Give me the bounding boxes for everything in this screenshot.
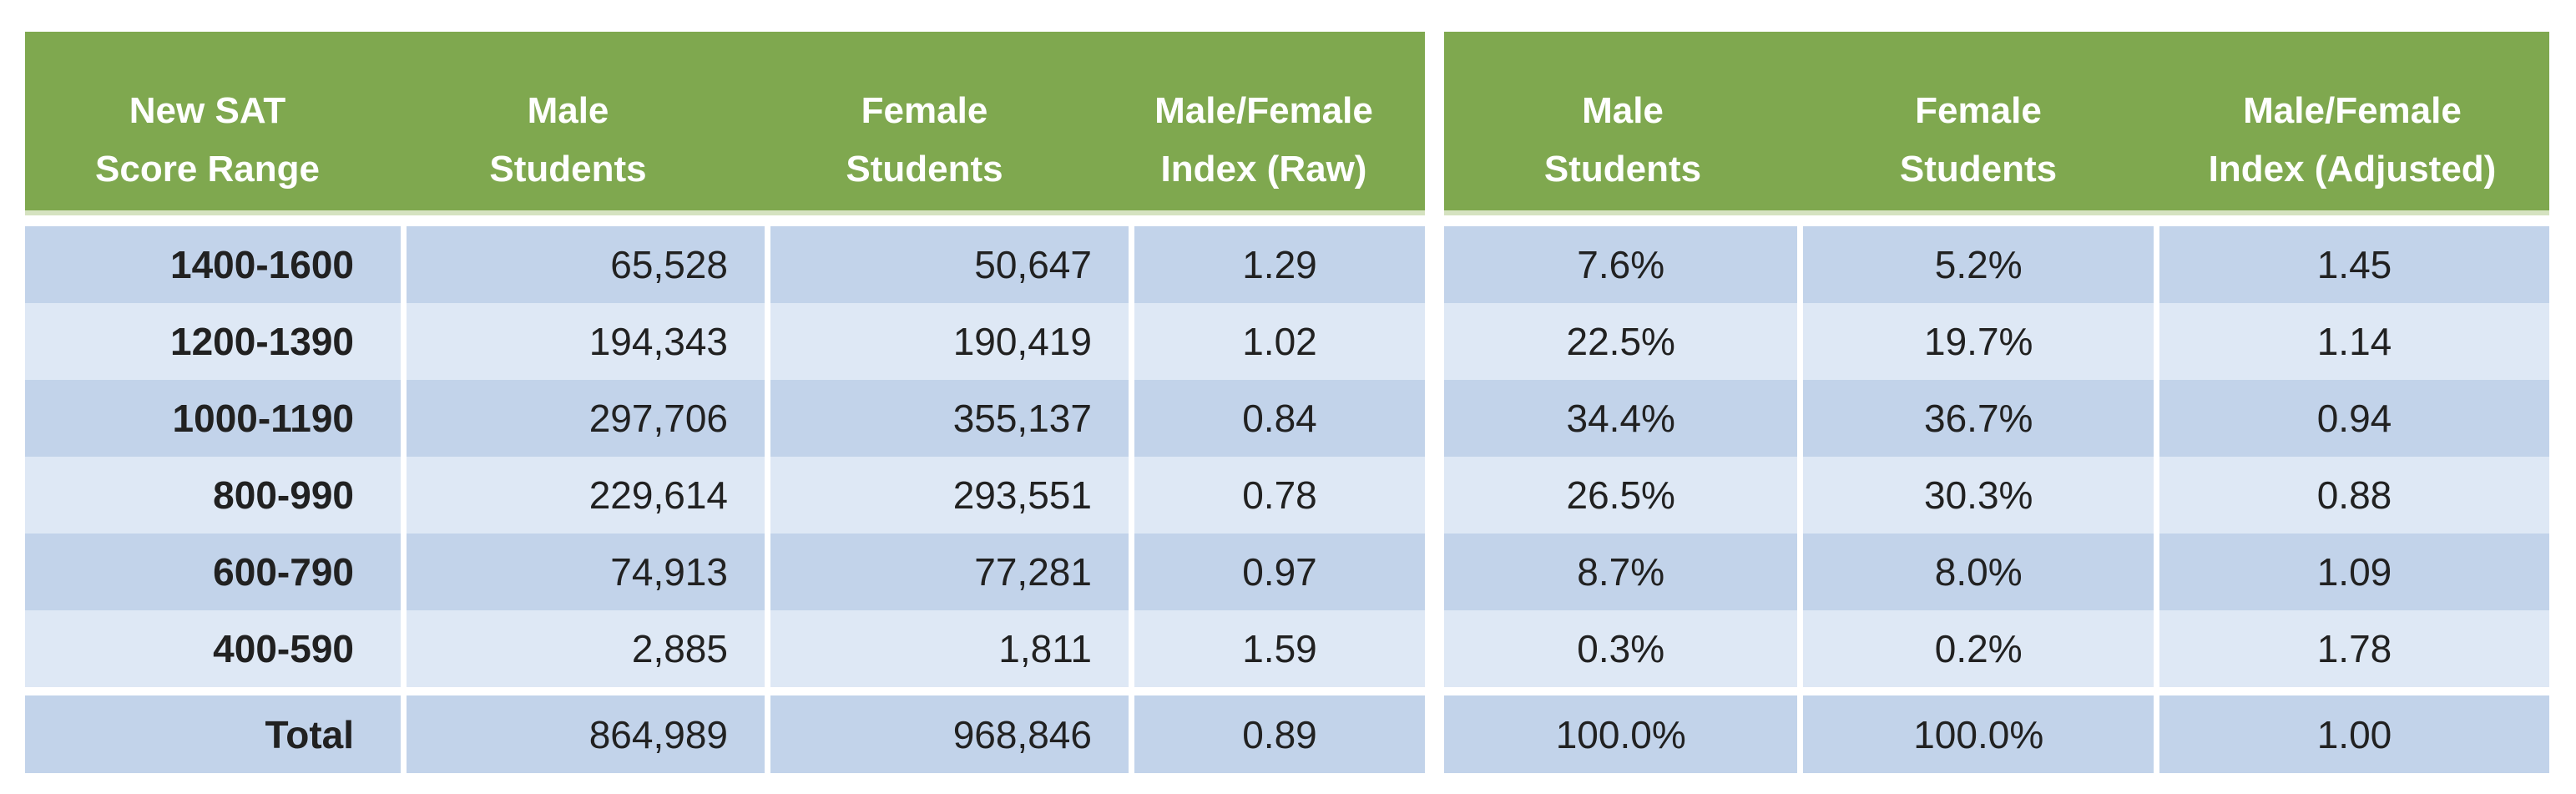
raw-counts-table-body: 1400-1600 65,528 50,647 1.29 1200-1390 1…	[25, 226, 1425, 773]
score-range-cell: 1400-1600	[25, 226, 401, 303]
male-pct-cell: 0.3%	[1444, 610, 1798, 687]
index-adjusted-cell: 1.14	[2159, 303, 2549, 380]
index-adjusted-cell: 1.09	[2159, 534, 2549, 610]
male-students-cell: 74,913	[407, 534, 765, 610]
table-row: 26.5% 30.3% 0.88	[1444, 457, 2549, 534]
index-adjusted-cell: 1.78	[2159, 610, 2549, 687]
table-row: 1200-1390 194,343 190,419 1.02	[25, 303, 1425, 380]
header-line: Female	[861, 90, 988, 131]
male-students-cell: 65,528	[407, 226, 765, 303]
header-line: Male/Female	[1154, 90, 1373, 131]
female-pct-cell: 36.7%	[1803, 380, 2154, 457]
male-students-cell: 194,343	[407, 303, 765, 380]
male-students-cell: 229,614	[407, 457, 765, 534]
index-adjusted-cell: 0.94	[2159, 380, 2549, 457]
female-students-cell: 293,551	[770, 457, 1129, 534]
table-row: 0.3% 0.2% 1.78	[1444, 610, 2549, 687]
table-row: 400-590 2,885 1,811 1.59	[25, 610, 1425, 687]
header-female-students: Female Students	[746, 32, 1103, 210]
header-female-students-pct: Female Students	[1801, 32, 2155, 210]
header-line: Students	[489, 149, 647, 190]
female-students-cell: 50,647	[770, 226, 1129, 303]
female-pct-total-cell: 100.0%	[1803, 695, 2154, 773]
table-row: 800-990 229,614 293,551 0.78	[25, 457, 1425, 534]
header-line: Students	[846, 149, 1003, 190]
header-index-adjusted: Male/Female Index (Adjusted)	[2155, 32, 2549, 210]
header-index-raw: Male/Female Index (Raw)	[1103, 32, 1425, 210]
female-pct-cell: 5.2%	[1803, 226, 2154, 303]
header-line: Index (Adjusted)	[2208, 149, 2497, 190]
score-range-cell: 600-790	[25, 534, 401, 610]
index-raw-cell: 1.02	[1134, 303, 1425, 380]
female-students-cell: 77,281	[770, 534, 1129, 610]
score-range-cell: 400-590	[25, 610, 401, 687]
male-pct-cell: 8.7%	[1444, 534, 1798, 610]
index-adjusted-cell: 1.45	[2159, 226, 2549, 303]
table-row: 7.6% 5.2% 1.45	[1444, 226, 2549, 303]
score-range-cell: 800-990	[25, 457, 401, 534]
table-row: 600-790 74,913 77,281 0.97	[25, 534, 1425, 610]
percentages-table: Male Students Female Students Male/Femal…	[1444, 32, 2549, 773]
total-row: 100.0% 100.0% 1.00	[1444, 695, 2549, 773]
female-students-total-cell: 968,846	[770, 695, 1129, 773]
index-raw-total-cell: 0.89	[1134, 695, 1425, 773]
male-students-cell: 297,706	[407, 380, 765, 457]
female-students-cell: 1,811	[770, 610, 1129, 687]
header-line: Score Range	[95, 149, 320, 190]
female-pct-cell: 30.3%	[1803, 457, 2154, 534]
header-male-students: Male Students	[390, 32, 746, 210]
female-students-cell: 190,419	[770, 303, 1129, 380]
female-pct-cell: 0.2%	[1803, 610, 2154, 687]
male-students-total-cell: 864,989	[407, 695, 765, 773]
header-line: New SAT	[129, 90, 286, 131]
index-raw-cell: 1.29	[1134, 226, 1425, 303]
total-label-cell: Total	[25, 695, 401, 773]
index-raw-cell: 0.97	[1134, 534, 1425, 610]
header-line: Male/Female	[2243, 90, 2462, 131]
header-score-range: New SAT Score Range	[25, 32, 390, 210]
header-line: Male	[1582, 90, 1664, 131]
header-male-students-pct: Male Students	[1444, 32, 1801, 210]
female-students-cell: 355,137	[770, 380, 1129, 457]
index-raw-cell: 0.78	[1134, 457, 1425, 534]
table-row: 1400-1600 65,528 50,647 1.29	[25, 226, 1425, 303]
score-range-cell: 1000-1190	[25, 380, 401, 457]
table-row: 34.4% 36.7% 0.94	[1444, 380, 2549, 457]
male-pct-cell: 34.4%	[1444, 380, 1798, 457]
index-adjusted-cell: 0.88	[2159, 457, 2549, 534]
male-pct-cell: 26.5%	[1444, 457, 1798, 534]
index-raw-cell: 1.59	[1134, 610, 1425, 687]
index-adjusted-total-cell: 1.00	[2159, 695, 2549, 773]
female-pct-cell: 19.7%	[1803, 303, 2154, 380]
index-raw-cell: 0.84	[1134, 380, 1425, 457]
raw-counts-table-header: New SAT Score Range Male Students Female…	[25, 32, 1425, 215]
header-line: Index (Raw)	[1160, 149, 1367, 190]
header-line: Male	[527, 90, 609, 131]
table-row: 1000-1190 297,706 355,137 0.84	[25, 380, 1425, 457]
female-pct-cell: 8.0%	[1803, 534, 2154, 610]
table-row: 22.5% 19.7% 1.14	[1444, 303, 2549, 380]
table-row: 8.7% 8.0% 1.09	[1444, 534, 2549, 610]
total-row: Total 864,989 968,846 0.89	[25, 695, 1425, 773]
percentages-table-body: 7.6% 5.2% 1.45 22.5% 19.7% 1.14 34.4% 36…	[1444, 226, 2549, 773]
header-line: Female	[1915, 90, 2042, 131]
male-pct-cell: 22.5%	[1444, 303, 1798, 380]
header-line: Students	[1899, 149, 2058, 190]
header-line: Students	[1543, 149, 1702, 190]
percentages-table-header: Male Students Female Students Male/Femal…	[1444, 32, 2549, 215]
male-students-cell: 2,885	[407, 610, 765, 687]
score-range-cell: 1200-1390	[25, 303, 401, 380]
male-pct-total-cell: 100.0%	[1444, 695, 1798, 773]
male-pct-cell: 7.6%	[1444, 226, 1798, 303]
raw-counts-table: New SAT Score Range Male Students Female…	[25, 32, 1425, 773]
